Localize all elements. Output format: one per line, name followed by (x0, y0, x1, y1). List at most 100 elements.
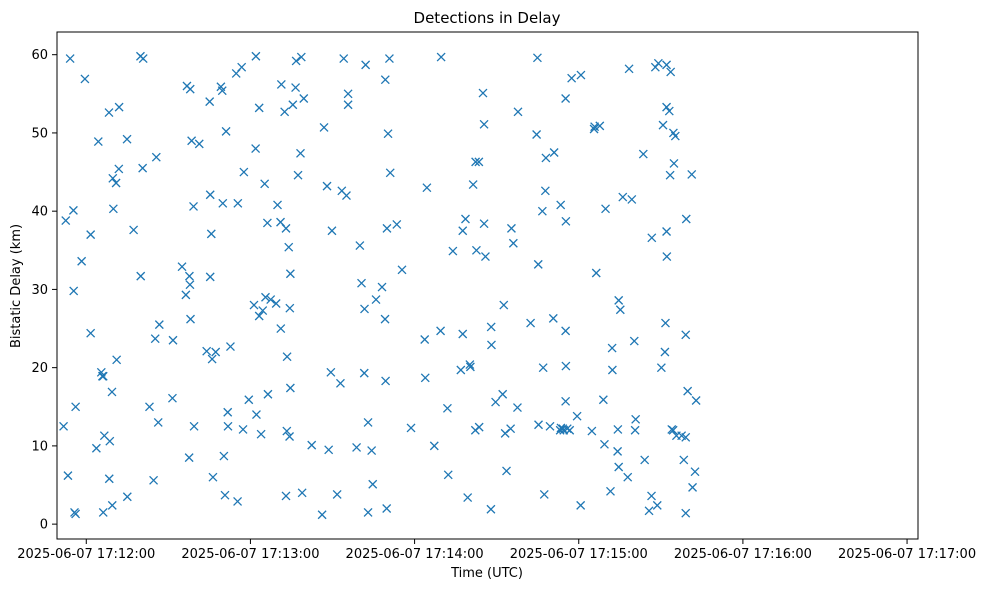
data-point (184, 453, 194, 463)
data-point (532, 130, 542, 139)
data-point (382, 504, 392, 513)
data-point (380, 75, 390, 85)
data-point (526, 318, 536, 328)
data-point (613, 446, 623, 456)
data-point (282, 426, 292, 436)
data-point (145, 402, 154, 412)
data-point (587, 426, 597, 436)
y-tick-label: 0 (40, 518, 48, 533)
data-point (662, 252, 672, 262)
data-point (443, 470, 453, 480)
data-point (167, 393, 177, 403)
data-point (186, 314, 195, 324)
data-point (319, 122, 329, 132)
data-point (565, 425, 575, 435)
data-point (486, 504, 496, 514)
data-point (572, 411, 582, 421)
data-point (478, 88, 488, 98)
data-point (384, 54, 394, 64)
data-point (138, 163, 148, 173)
data-point (285, 383, 295, 393)
data-point (630, 425, 640, 435)
x-tick-label: 2025-06-07 17:13:00 (181, 547, 319, 562)
y-tick-label: 60 (31, 48, 48, 63)
data-point (465, 362, 475, 372)
data-point (299, 94, 309, 103)
data-point (479, 219, 489, 229)
data-point (601, 204, 611, 214)
data-point (668, 425, 678, 435)
data-point (512, 403, 522, 413)
data-point (670, 131, 680, 141)
data-point (537, 206, 547, 216)
data-point (71, 402, 81, 412)
data-point (342, 191, 351, 200)
data-point (545, 421, 555, 431)
data-point (202, 346, 212, 356)
data-point (679, 455, 689, 465)
data-point (540, 186, 550, 196)
y-tick-label: 50 (31, 126, 48, 141)
data-point (502, 466, 511, 476)
data-point (591, 268, 601, 278)
data-point (595, 121, 605, 131)
data-point (652, 500, 662, 510)
data-point (150, 334, 160, 344)
data-point (661, 318, 670, 328)
data-point (576, 70, 586, 80)
data-point (71, 509, 81, 519)
data-point (263, 389, 273, 399)
data-point (629, 336, 639, 346)
data-point (291, 56, 301, 66)
data-point (606, 486, 615, 496)
x-axis-label: Time (UTC) (450, 566, 523, 581)
data-point (539, 489, 549, 499)
data-point (129, 225, 139, 235)
data-point (211, 347, 221, 357)
y-tick-label: 30 (31, 283, 48, 298)
data-point (285, 432, 295, 441)
data-point (98, 507, 108, 517)
data-point (683, 386, 693, 396)
data-point (260, 179, 270, 189)
data-point (665, 170, 675, 180)
data-point (261, 292, 270, 302)
data-point (324, 445, 334, 455)
data-point (548, 313, 558, 323)
data-point (474, 157, 484, 167)
data-point (532, 53, 542, 63)
data-point (69, 286, 79, 296)
data-point (638, 149, 648, 159)
y-axis-label: Bistatic Delay (km) (9, 224, 24, 348)
data-point (208, 472, 218, 482)
y-tick-label: 40 (31, 205, 48, 220)
data-point (296, 148, 305, 158)
data-point (687, 169, 697, 179)
data-point (282, 352, 292, 362)
data-point (63, 471, 73, 481)
data-point (217, 86, 227, 96)
data-point (280, 107, 290, 117)
data-point (307, 440, 317, 450)
data-point (471, 157, 481, 167)
data-point (185, 84, 195, 94)
data-point (491, 397, 501, 407)
x-tick-label: 2025-06-07 17:16:00 (674, 547, 812, 562)
data-point (86, 230, 96, 240)
data-point (382, 223, 392, 233)
data-point (114, 164, 124, 174)
data-point (576, 500, 586, 510)
data-point (666, 67, 676, 77)
data-point (607, 365, 617, 375)
data-point (556, 200, 566, 210)
y-tick-label: 10 (31, 439, 48, 454)
data-point (644, 506, 654, 516)
y-tick-label: 20 (31, 361, 48, 376)
data-point (653, 58, 663, 68)
data-point (561, 361, 571, 371)
data-point (251, 51, 261, 61)
data-point (461, 214, 470, 224)
data-point (122, 492, 132, 502)
data-point (468, 180, 478, 190)
